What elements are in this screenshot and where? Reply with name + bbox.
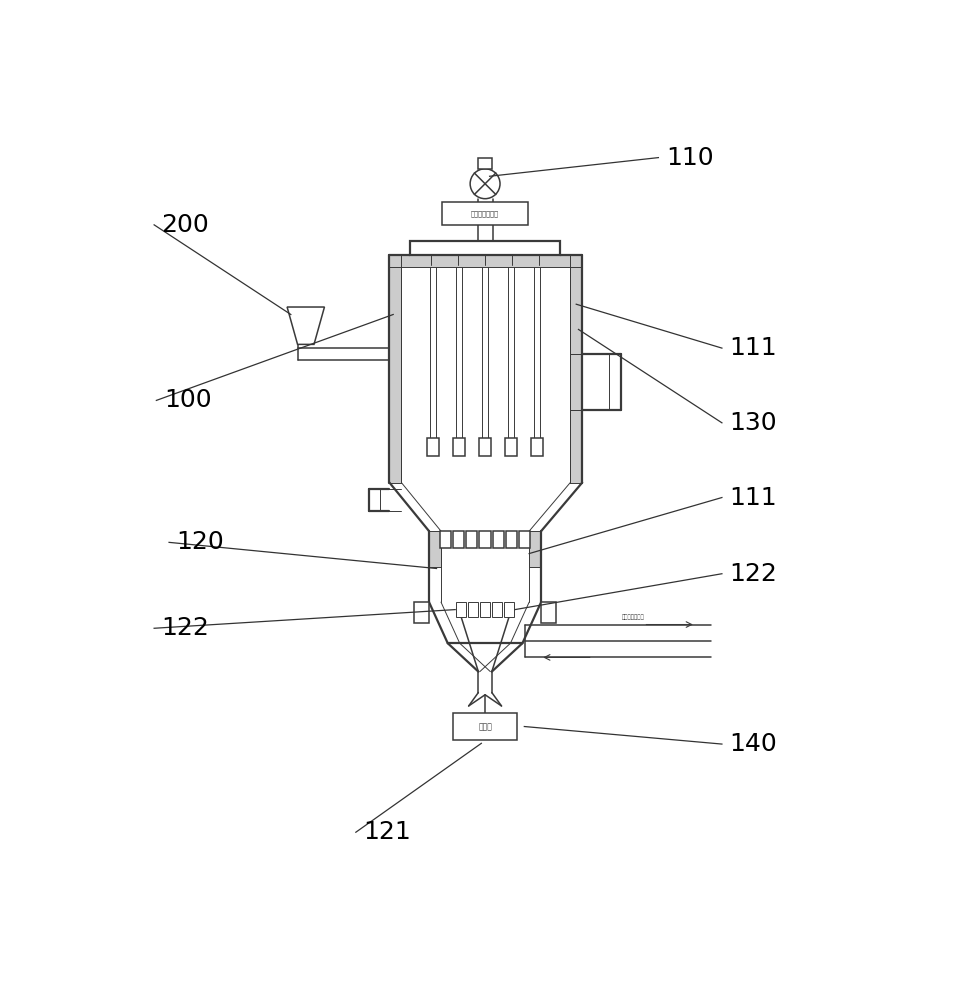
Bar: [389, 267, 401, 483]
Bar: [504, 602, 514, 617]
Bar: [571, 354, 582, 410]
Bar: [529, 531, 541, 567]
Text: 第二气体混合器: 第二气体混合器: [471, 210, 499, 217]
Bar: [453, 438, 465, 456]
Bar: [467, 531, 477, 548]
Bar: [478, 158, 492, 169]
Text: 130: 130: [730, 411, 777, 435]
Bar: [427, 438, 439, 456]
Bar: [492, 602, 502, 617]
Text: 111: 111: [730, 336, 777, 360]
Bar: [389, 255, 582, 267]
Bar: [479, 438, 491, 456]
Bar: [411, 241, 560, 255]
Bar: [453, 713, 517, 740]
Bar: [506, 531, 517, 548]
Bar: [440, 531, 451, 548]
Text: 高温过热水蜂气: 高温过热水蜂气: [622, 614, 644, 620]
Text: 121: 121: [363, 820, 411, 844]
Bar: [453, 531, 465, 548]
Bar: [571, 267, 582, 483]
Bar: [456, 602, 467, 617]
Bar: [541, 602, 556, 623]
Polygon shape: [287, 307, 325, 344]
Bar: [468, 602, 478, 617]
Bar: [531, 438, 544, 456]
Text: 140: 140: [730, 732, 777, 756]
Bar: [415, 602, 429, 623]
Bar: [505, 438, 518, 456]
Text: 200: 200: [162, 213, 209, 237]
Text: 110: 110: [666, 146, 713, 170]
Text: 120: 120: [176, 530, 225, 554]
Text: 111: 111: [730, 486, 777, 510]
Text: 冷渣机: 冷渣机: [478, 722, 492, 731]
Bar: [479, 531, 491, 548]
Text: 122: 122: [162, 616, 209, 640]
Bar: [480, 602, 491, 617]
Text: 100: 100: [164, 388, 211, 412]
Bar: [493, 531, 504, 548]
Circle shape: [470, 169, 500, 199]
Bar: [519, 531, 530, 548]
Bar: [429, 531, 441, 567]
Text: 122: 122: [730, 562, 777, 586]
Bar: [442, 202, 528, 225]
